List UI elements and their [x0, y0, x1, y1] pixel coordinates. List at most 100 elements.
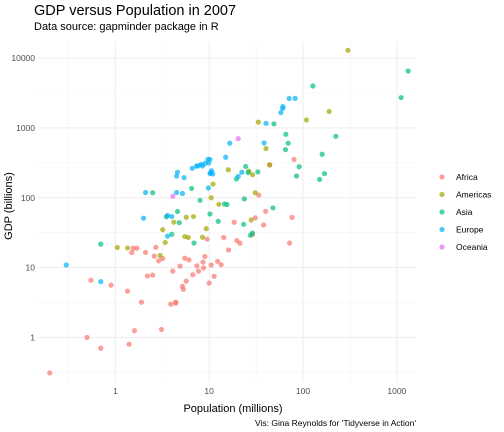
data-point-africa	[195, 268, 202, 274]
data-point-africa	[142, 249, 149, 256]
data-point-americas	[157, 252, 163, 259]
data-point-americas	[255, 119, 261, 125]
data-point-asia	[207, 211, 213, 217]
legend-label-americas: Americas	[456, 190, 491, 200]
data-point-asia	[150, 190, 156, 196]
data-point-americas	[303, 117, 309, 123]
data-point-europe	[280, 103, 286, 110]
data-point-africa	[130, 245, 136, 251]
data-point-europe	[179, 190, 186, 197]
data-point-oceania	[235, 136, 241, 142]
data-point-africa	[186, 257, 192, 263]
data-point-africa	[98, 345, 104, 351]
data-point-africa	[260, 222, 267, 228]
data-point-africa	[190, 272, 196, 278]
legend-key-americas	[439, 191, 445, 198]
data-point-europe	[189, 165, 195, 171]
data-point-asia	[215, 218, 221, 224]
y-tick-label: 100	[21, 193, 35, 203]
data-point-asia	[176, 220, 182, 226]
data-point-africa	[170, 268, 176, 274]
data-point-asia	[405, 68, 411, 74]
x-tick-label: 1000	[387, 386, 406, 396]
legend: Africa Americas Asia Europe Oceania	[439, 172, 491, 252]
data-point-europe	[181, 175, 187, 181]
data-point-oceania	[170, 193, 176, 199]
data-point-asia	[321, 170, 328, 177]
data-point-africa	[151, 253, 157, 259]
data-point-asia	[191, 240, 197, 246]
legend-label-europe: Europe	[456, 225, 484, 235]
data-point-africa	[221, 234, 227, 241]
data-point-americas	[160, 227, 166, 233]
data-point-asia	[398, 94, 404, 101]
data-point-americas	[216, 201, 222, 207]
data-point-africa	[129, 249, 135, 256]
legend-key-oceania	[439, 244, 445, 250]
data-point-europe	[164, 233, 171, 239]
data-point-africa	[156, 258, 162, 264]
y-tick-label: 1000	[16, 123, 35, 133]
data-point-americas	[185, 234, 191, 241]
data-point-africa	[182, 255, 188, 261]
data-point-asia	[282, 147, 289, 153]
data-point-africa	[150, 272, 156, 278]
data-point-europe	[292, 95, 298, 101]
data-point-europe	[235, 173, 241, 180]
data-point-africa	[237, 240, 243, 246]
y-tick-label: 10	[26, 263, 36, 273]
data-point-asia	[245, 169, 251, 176]
data-point-asia	[319, 151, 325, 157]
data-point-europe	[174, 169, 181, 175]
data-point-asia	[249, 230, 256, 236]
data-point-africa	[144, 273, 151, 279]
data-point-africa	[88, 277, 94, 283]
data-point-europe	[223, 154, 229, 160]
data-point-asia	[271, 121, 277, 127]
data-point-americas	[225, 167, 231, 173]
data-point-europe	[205, 185, 211, 191]
data-point-asia	[98, 241, 104, 247]
legend-label-africa: Africa	[456, 172, 478, 182]
chart-subtitle: Data source: gapminder package in R	[34, 21, 219, 33]
data-point-americas	[208, 195, 214, 201]
data-point-africa	[252, 215, 258, 221]
data-point-africa	[289, 214, 295, 220]
data-point-europe	[174, 173, 180, 179]
data-point-africa	[47, 370, 53, 376]
data-point-americas	[114, 244, 120, 251]
data-point-asia	[189, 185, 195, 192]
data-point-asia	[283, 131, 289, 137]
data-point-americas	[203, 226, 209, 232]
gridlines	[38, 42, 416, 382]
data-point-americas	[248, 217, 254, 223]
data-point-europe	[140, 215, 147, 221]
data-point-asia	[241, 221, 247, 227]
legend-label-asia: Asia	[456, 207, 473, 217]
data-point-africa	[208, 262, 214, 268]
data-point-africa	[286, 240, 293, 246]
data-point-europe	[164, 212, 171, 219]
y-axis-title: GDP (billions)	[3, 172, 15, 240]
data-point-europe	[169, 213, 175, 220]
data-point-europe	[227, 140, 233, 146]
data-point-europe	[278, 109, 284, 116]
data-point-asia	[255, 169, 261, 175]
data-point-africa	[202, 253, 208, 260]
data-point-africa	[200, 265, 207, 271]
data-point-americas	[190, 213, 197, 220]
data-point-africa	[183, 278, 189, 284]
data-point-africa	[211, 273, 217, 279]
chart-caption: Vis: Gina Reynolds for 'Tidyverse in Act…	[255, 418, 416, 428]
legend-key-asia	[439, 209, 445, 215]
data-point-asia	[293, 173, 300, 179]
data-point-europe	[205, 156, 211, 162]
data-point-americas	[345, 47, 351, 53]
data-point-americas	[199, 234, 206, 240]
data-point-africa	[215, 258, 221, 264]
data-point-americas	[263, 145, 269, 152]
y-tick-label: 10000	[11, 53, 35, 63]
data-point-americas	[249, 172, 256, 178]
chart-title: GDP versus Population in 2007	[34, 3, 236, 19]
